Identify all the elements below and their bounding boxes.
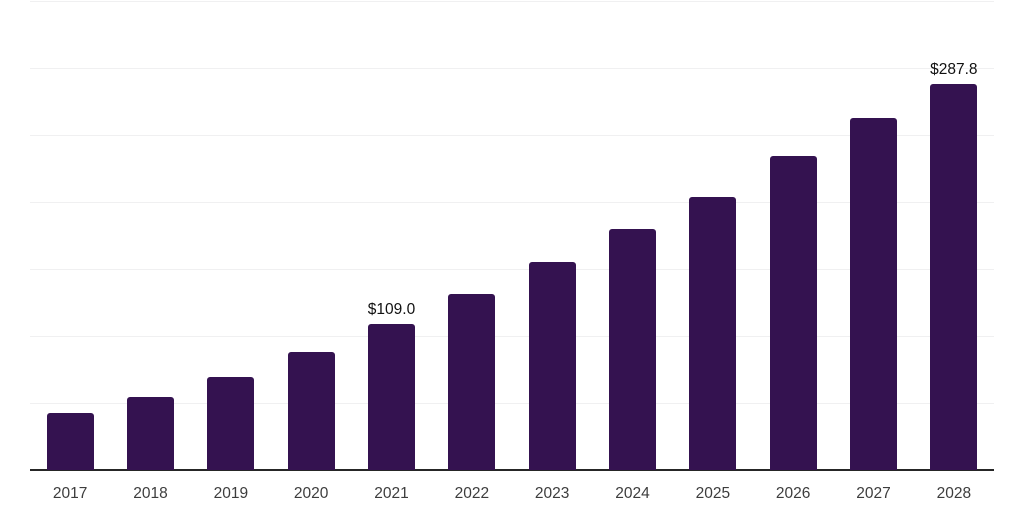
bar-2020 [287,351,335,470]
x-tick-label-2028: 2028 [936,485,972,502]
bar-2017 [46,412,94,470]
x-tick-label-2018: 2018 [133,485,168,502]
x-axis-line [30,469,994,471]
x-tick-label-2021: 2021 [374,485,409,502]
x-tick-label-2017: 2017 [52,485,88,502]
data-label-2028: $287.8 [930,61,978,79]
gridline-100 [30,336,994,337]
bar-2019 [207,377,255,470]
gridline-150 [30,269,994,270]
x-tick-label-2020: 2020 [293,485,329,502]
bar-2018 [127,396,174,470]
gridline-200 [30,202,994,203]
x-tick-label-2027: 2027 [856,485,891,502]
gridline-50 [30,403,994,404]
bar-2023 [528,262,576,470]
gridline-300 [30,68,994,69]
data-label-2021: $109.0 [367,300,416,318]
bar-2024 [609,228,656,470]
gridline-250 [30,135,994,136]
x-tick-label-2026: 2026 [775,485,811,502]
x-tick-label-2025: 2025 [695,485,731,502]
x-tick-label-2024: 2024 [615,485,650,502]
x-tick-label-2019: 2019 [213,485,249,502]
bar-2022 [448,294,496,470]
bar-2026 [769,156,817,470]
bar-2027 [850,118,897,470]
gridline-350 [30,1,994,2]
bar-2025 [689,196,737,470]
bar-2028 [930,84,978,470]
bar-2021 [368,323,415,470]
x-tick-label-2022: 2022 [454,485,490,502]
x-tick-label-2023: 2023 [534,485,570,502]
